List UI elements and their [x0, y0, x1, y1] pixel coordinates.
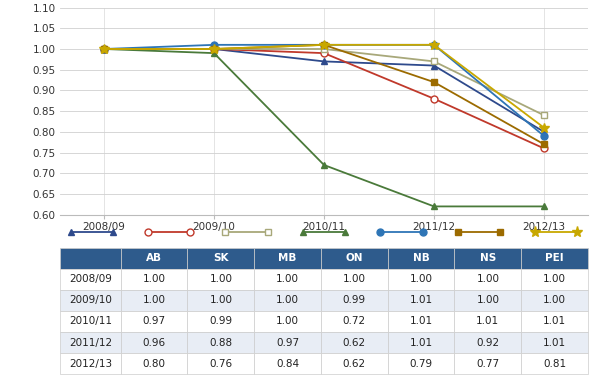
Text: 0.97: 0.97 — [276, 338, 299, 347]
Text: 0.99: 0.99 — [209, 316, 232, 327]
Text: 1.00: 1.00 — [343, 274, 366, 284]
Bar — [521, 290, 588, 311]
Text: ON: ON — [346, 253, 363, 263]
Text: 0.81: 0.81 — [543, 359, 566, 369]
Text: 0.84: 0.84 — [276, 359, 299, 369]
Bar — [60, 332, 121, 353]
Bar — [187, 269, 254, 290]
Text: 0.77: 0.77 — [476, 359, 499, 369]
Bar — [388, 353, 454, 374]
Text: 2011/12: 2011/12 — [69, 338, 112, 347]
Bar — [187, 332, 254, 353]
Text: 2008/09: 2008/09 — [69, 274, 112, 284]
Text: 2009/10: 2009/10 — [69, 295, 112, 305]
Text: 0.92: 0.92 — [476, 338, 499, 347]
Bar — [254, 290, 321, 311]
Text: 0.62: 0.62 — [343, 359, 366, 369]
Text: 0.96: 0.96 — [143, 338, 166, 347]
Bar — [454, 248, 521, 269]
Text: 1.01: 1.01 — [410, 295, 433, 305]
Bar — [254, 332, 321, 353]
Bar — [321, 269, 388, 290]
Bar — [388, 269, 454, 290]
Text: 2010/11: 2010/11 — [69, 316, 112, 327]
Bar — [454, 290, 521, 311]
Bar — [254, 311, 321, 332]
Bar — [388, 248, 454, 269]
Bar — [454, 311, 521, 332]
Bar — [521, 311, 588, 332]
Text: 0.72: 0.72 — [343, 316, 366, 327]
Bar — [60, 269, 121, 290]
Bar — [121, 269, 187, 290]
Text: NS: NS — [480, 253, 496, 263]
Bar — [121, 290, 187, 311]
Bar — [521, 248, 588, 269]
Text: 1.00: 1.00 — [276, 316, 299, 327]
Bar — [60, 311, 121, 332]
Text: 0.79: 0.79 — [410, 359, 433, 369]
Text: 1.01: 1.01 — [410, 316, 433, 327]
Bar — [254, 269, 321, 290]
Bar — [254, 248, 321, 269]
Text: 0.62: 0.62 — [343, 338, 366, 347]
Bar — [60, 248, 121, 269]
Text: AB: AB — [146, 253, 162, 263]
Text: 0.80: 0.80 — [143, 359, 166, 369]
Bar — [521, 269, 588, 290]
Bar — [521, 332, 588, 353]
Bar — [388, 332, 454, 353]
Bar — [388, 290, 454, 311]
Bar — [60, 353, 121, 374]
Bar — [187, 248, 254, 269]
Bar — [321, 311, 388, 332]
Text: 1.01: 1.01 — [476, 316, 499, 327]
Bar — [521, 353, 588, 374]
Text: 0.76: 0.76 — [209, 359, 232, 369]
Text: 1.00: 1.00 — [209, 295, 232, 305]
Text: 1.01: 1.01 — [410, 338, 433, 347]
Text: 2012/13: 2012/13 — [69, 359, 112, 369]
Text: 1.00: 1.00 — [476, 274, 499, 284]
Text: 1.00: 1.00 — [276, 274, 299, 284]
Text: 0.99: 0.99 — [343, 295, 366, 305]
Text: 1.00: 1.00 — [410, 274, 433, 284]
Text: 1.00: 1.00 — [543, 295, 566, 305]
Bar — [121, 332, 187, 353]
Bar — [388, 311, 454, 332]
Text: 1.00: 1.00 — [143, 295, 166, 305]
Text: 0.88: 0.88 — [209, 338, 232, 347]
Bar — [121, 353, 187, 374]
Bar — [121, 311, 187, 332]
Bar — [187, 290, 254, 311]
Bar — [454, 353, 521, 374]
Text: 1.00: 1.00 — [276, 295, 299, 305]
Text: 1.00: 1.00 — [476, 295, 499, 305]
Text: 1.00: 1.00 — [209, 274, 232, 284]
Text: 0.97: 0.97 — [143, 316, 166, 327]
Bar — [321, 290, 388, 311]
Bar — [454, 332, 521, 353]
Text: 1.01: 1.01 — [543, 316, 566, 327]
Bar — [121, 248, 187, 269]
Bar — [321, 248, 388, 269]
Text: MB: MB — [278, 253, 297, 263]
Text: SK: SK — [213, 253, 229, 263]
Bar — [187, 311, 254, 332]
Bar — [187, 353, 254, 374]
Text: 1.01: 1.01 — [543, 338, 566, 347]
Text: 1.00: 1.00 — [143, 274, 166, 284]
Text: PEI: PEI — [545, 253, 564, 263]
Bar — [321, 332, 388, 353]
Bar — [321, 353, 388, 374]
Bar — [60, 290, 121, 311]
Text: 1.00: 1.00 — [543, 274, 566, 284]
Bar — [254, 353, 321, 374]
Bar — [454, 269, 521, 290]
Text: NB: NB — [413, 253, 430, 263]
